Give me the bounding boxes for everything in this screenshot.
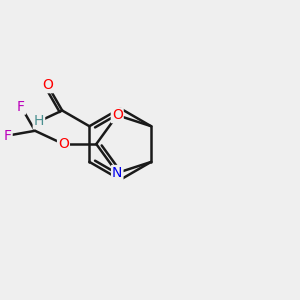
Text: O: O <box>58 137 69 151</box>
Text: O: O <box>112 108 123 122</box>
Text: H: H <box>34 114 44 128</box>
Text: F: F <box>17 100 25 114</box>
Text: F: F <box>4 129 12 142</box>
Text: N: N <box>112 166 122 180</box>
Text: O: O <box>42 78 53 92</box>
